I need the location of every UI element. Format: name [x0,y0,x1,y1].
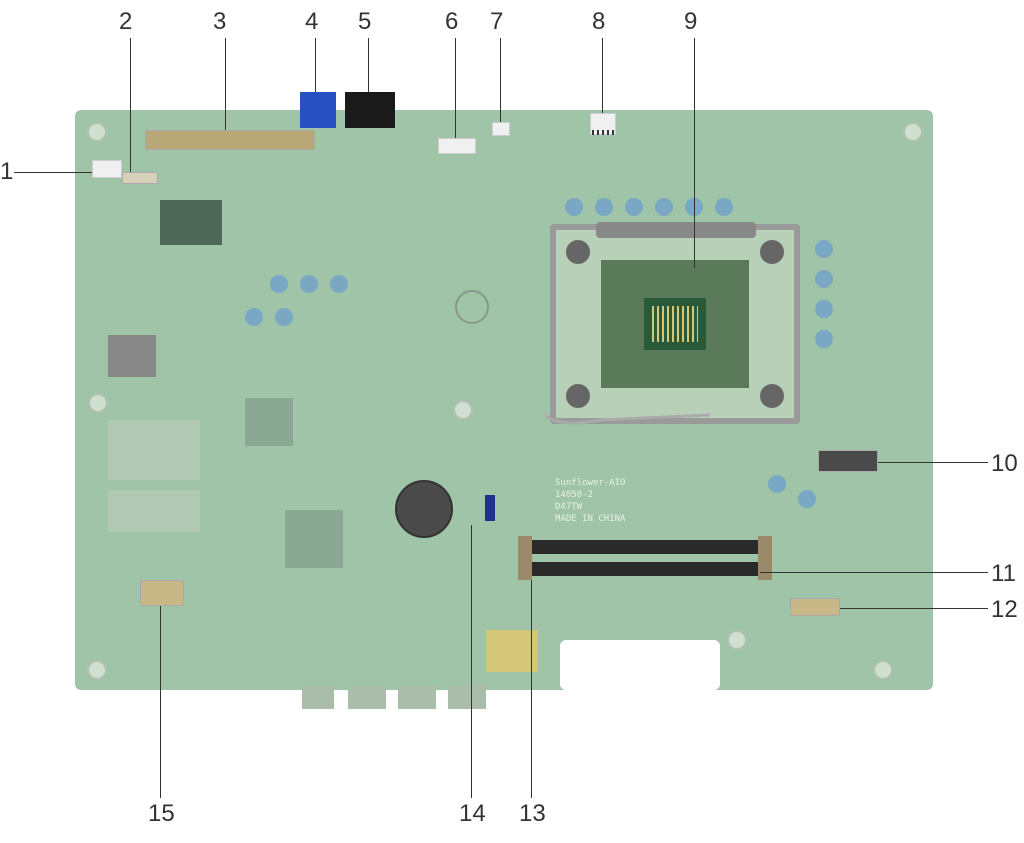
io-port [448,685,486,709]
dimm-slot-1 [530,540,760,554]
chip-ite [245,398,293,446]
cap [655,198,673,216]
io-port [302,685,334,709]
dell-logo [455,290,489,324]
dimm-slot-2 [530,562,760,576]
callout-line [130,38,131,172]
callout-6: 6 [445,8,458,36]
connector-4-blue [300,92,336,128]
io-port [398,685,436,709]
fan-pins [592,130,614,135]
callout-2: 2 [119,8,132,36]
callout-line [315,38,316,92]
cpu-screw [566,240,590,264]
dimm-clip [758,536,772,580]
cpu-bracket-top [596,222,756,238]
cap [625,198,643,216]
screw-hole [873,660,893,680]
callout-line [14,172,92,173]
cap [595,198,613,216]
connector-2 [122,172,158,184]
cpu-socket [550,224,800,424]
connector-15 [140,580,184,606]
callout-9: 9 [684,8,697,36]
cap [798,490,816,508]
cap [715,198,733,216]
screw-hole [88,393,108,413]
callout-line [368,38,369,92]
callout-13: 13 [519,800,546,828]
cap [245,308,263,326]
callout-14: 14 [459,800,486,828]
screw-hole [903,122,923,142]
board-label-main: Sunflower-AIO [555,478,625,488]
cap [815,330,833,348]
callout-10: 10 [991,450,1018,478]
callout-3: 3 [213,8,226,36]
cap [815,240,833,258]
connector-6 [438,138,476,154]
board-label-origin: MADE IN CHINA [555,514,625,524]
callout-1: 1 [0,158,13,186]
callout-7: 7 [490,8,503,36]
connector-3-display [145,130,315,150]
connector-10 [818,450,878,472]
cap [565,198,583,216]
screw-hole [87,660,107,680]
cap [768,475,786,493]
cap [815,300,833,318]
chip-audio [160,200,222,245]
cpu-screw [760,240,784,264]
callout-line [694,38,695,268]
board-label-model: 14058-2 [555,490,593,500]
callout-line [500,38,501,122]
chipset [285,510,343,568]
io-port [348,685,386,709]
usb-ports-2 [108,490,200,532]
cap [270,275,288,293]
cap [300,275,318,293]
callout-11: 11 [991,560,1016,588]
screw-hole [87,122,107,142]
callout-line [531,580,532,798]
cap [275,308,293,326]
usb-ports [108,420,200,480]
motherboard-cutout [560,640,720,690]
cap [815,270,833,288]
callout-8: 8 [592,8,605,36]
connector-1 [92,160,122,178]
cap [330,275,348,293]
ethernet-jack [108,335,156,377]
cpu-lever [540,400,720,430]
screw-hole [727,630,747,650]
callout-line [878,462,988,463]
screw-hole [453,400,473,420]
callout-5: 5 [358,8,371,36]
cpu-die [644,298,706,350]
callout-15: 15 [148,800,175,828]
callout-12: 12 [991,596,1018,624]
callout-line [840,608,988,609]
callout-line [760,572,988,573]
callout-line [160,606,161,798]
board-label-part: D47TW [555,502,582,512]
callout-line [471,525,472,798]
jumper-13 [485,495,495,521]
callout-line [225,38,226,130]
cpu-screw [760,384,784,408]
connector-5-black [345,92,395,128]
callout-4: 4 [305,8,318,36]
cmos-battery [395,480,453,538]
callout-line [455,38,456,138]
dimm-clip [518,536,532,580]
connector-12 [790,598,840,616]
callout-line [602,38,603,113]
connector-7 [492,122,510,136]
